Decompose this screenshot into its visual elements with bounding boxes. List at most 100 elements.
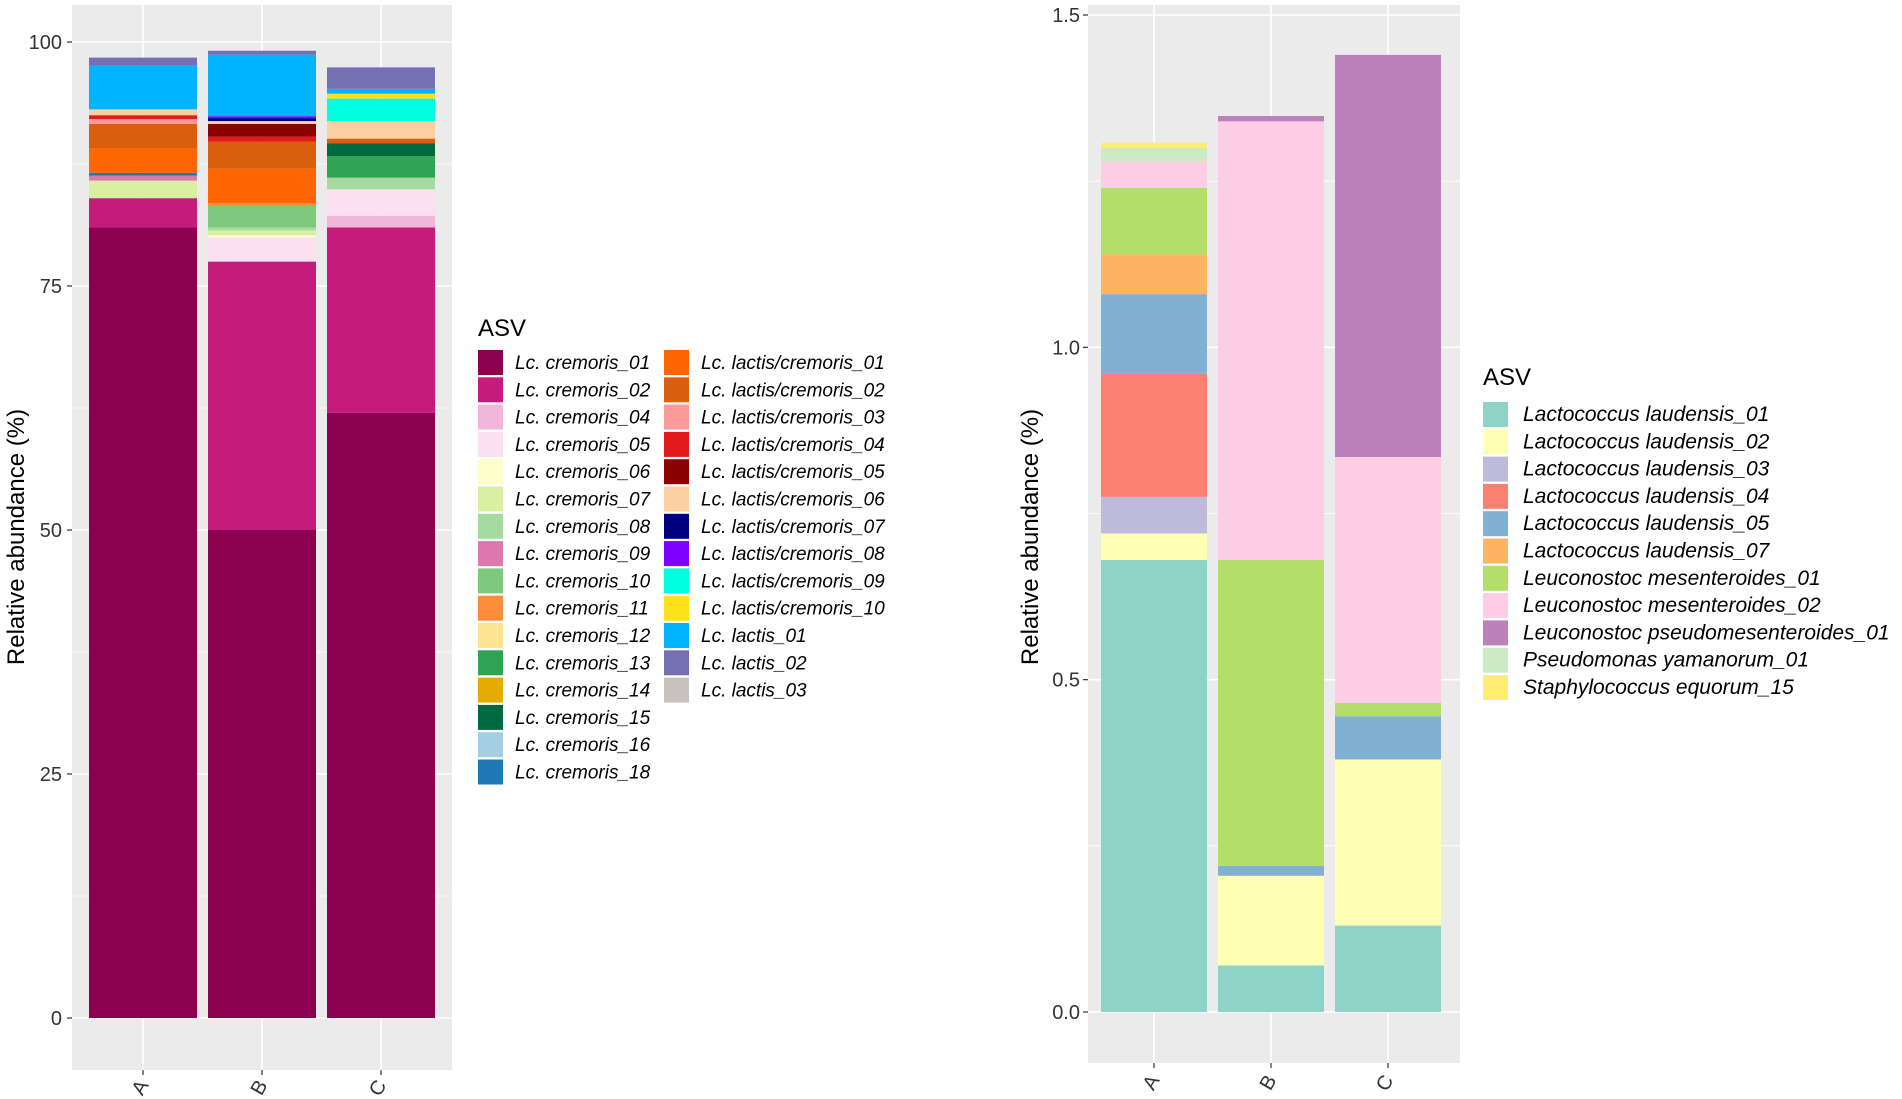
bar-segment: [327, 98, 435, 122]
legend-label: Leuconostoc pseudomesenteroides_01: [1523, 621, 1890, 644]
legend-label: Lc. cremoris_10: [515, 571, 651, 592]
legend-label: Lactococcus laudensis_01: [1523, 403, 1769, 426]
legend-label: Lc. cremoris_06: [515, 462, 651, 483]
left-x-axis: A B C: [128, 1070, 391, 1099]
bar-segment: [327, 189, 435, 216]
bar-segment: [89, 123, 197, 149]
legend-key: [478, 404, 503, 430]
legend-key: [1483, 456, 1508, 482]
bar-segment: [208, 227, 316, 231]
bar-segment: [327, 88, 435, 94]
bar-segment: [1101, 533, 1207, 561]
bar-segment: [1101, 187, 1207, 255]
bar-segment: [208, 116, 316, 119]
legend-key: [1483, 565, 1508, 591]
legend-key: [664, 350, 689, 375]
left-bars: [89, 50, 435, 1018]
legend-label: Lc. cremoris_16: [515, 735, 651, 756]
legend-key: [664, 513, 689, 539]
legend-key: [478, 677, 503, 703]
legend-key: [664, 404, 689, 430]
bar-segment: [1335, 716, 1441, 760]
bar-segment: [327, 121, 435, 139]
legend-label: Lactococcus laudensis_05: [1523, 512, 1770, 535]
bar-segment: [1218, 121, 1324, 561]
legend-key: [664, 595, 689, 621]
legend-label: Lactococcus laudensis_07: [1523, 540, 1771, 563]
bar-segment: [327, 143, 435, 157]
legend-label: Lc. cremoris_13: [515, 653, 651, 674]
bar-segment: [89, 175, 197, 181]
y-tick-label: 1.0: [1052, 337, 1080, 359]
y-tick-label: 1.5: [1052, 5, 1080, 27]
bar-segment: [208, 168, 316, 204]
legend-label: Lc. lactis/cremoris_10: [701, 599, 885, 620]
legend-label: Lactococcus laudensis_02: [1523, 430, 1770, 453]
bar-segment: [1101, 373, 1207, 497]
legend-label: Lc. lactis/cremoris_06: [701, 490, 885, 511]
bar-segment: [327, 227, 435, 413]
right-x-axis: A B C: [1139, 1063, 1398, 1096]
bar-segment: [208, 203, 316, 206]
bar-segment: [1335, 702, 1441, 717]
legend-key: [478, 459, 503, 485]
y-tick-label: 0: [51, 1008, 62, 1030]
legend-label: Lc. lactis_03: [701, 681, 807, 702]
legend-key: [1483, 429, 1508, 455]
y-tick-label: 25: [40, 764, 62, 786]
legend-key: [478, 486, 503, 512]
x-tick-label: B: [1256, 1072, 1282, 1095]
legend-label: Lc. cremoris_08: [515, 517, 651, 538]
bar-segment: [208, 123, 316, 137]
legend-label: Lc. cremoris_11: [515, 599, 649, 620]
bar-segment: [208, 235, 316, 238]
bar-segment: [208, 141, 316, 169]
legend-key: [1483, 620, 1508, 646]
legend-key: [1483, 675, 1508, 700]
legend-key: [478, 568, 503, 594]
legend-key: [478, 431, 503, 457]
legend-label: Lc. lactis/cremoris_02: [701, 380, 885, 401]
legend-key: [478, 350, 503, 375]
bar-segment: [208, 136, 316, 142]
legend-key: [664, 459, 689, 485]
legend-label: Lc. cremoris_15: [515, 708, 651, 729]
bar-segment: [89, 148, 197, 173]
bar-segment: [208, 121, 316, 124]
legend-key: [664, 568, 689, 594]
legend-label: Lc. lactis/cremoris_04: [701, 435, 885, 456]
bar-segment: [208, 54, 316, 117]
legend-key: [664, 377, 689, 403]
bar-segment: [1335, 759, 1441, 926]
legend-key: [478, 704, 503, 730]
legend-key: [1483, 538, 1508, 564]
legend-label: Lc. lactis/cremoris_09: [701, 571, 885, 592]
right-legend-title: ASV: [1483, 364, 1531, 391]
left-legend-title: ASV: [478, 315, 526, 342]
bar-segment: [89, 198, 197, 228]
bar-segment: [89, 57, 197, 66]
x-tick-label: B: [247, 1077, 273, 1099]
left-y-axis-title: Relative abundance (%): [3, 409, 30, 665]
legend-key: [478, 377, 503, 403]
legend-key: [478, 513, 503, 539]
legend-key: [664, 486, 689, 512]
y-tick-label: 0.0: [1052, 1002, 1080, 1024]
bar-segment: [208, 205, 316, 228]
bar-segment: [327, 156, 435, 178]
legend-label: Pseudomonas yamanorum_01: [1523, 649, 1809, 672]
legend-label: Leuconostoc mesenteroides_02: [1523, 594, 1821, 617]
bar-segment: [1101, 294, 1207, 374]
legend-label: Lc. cremoris_05: [515, 435, 651, 456]
bar-segment: [1218, 865, 1324, 876]
x-tick-label: C: [1372, 1072, 1398, 1096]
legend-key: [664, 677, 689, 703]
legend-label: Lc. lactis_02: [701, 653, 807, 674]
bar-segment: [1335, 925, 1441, 1012]
legend-label: Lc. lactis/cremoris_03: [701, 408, 885, 429]
bar-segment: [208, 50, 316, 55]
bar-segment: [208, 261, 316, 530]
right-chart: 0.0 0.5 1.0 1.5 A B C Relative abundance (%): [1017, 5, 1460, 1095]
legend-key: [478, 623, 503, 648]
legend-key: [1483, 483, 1508, 509]
